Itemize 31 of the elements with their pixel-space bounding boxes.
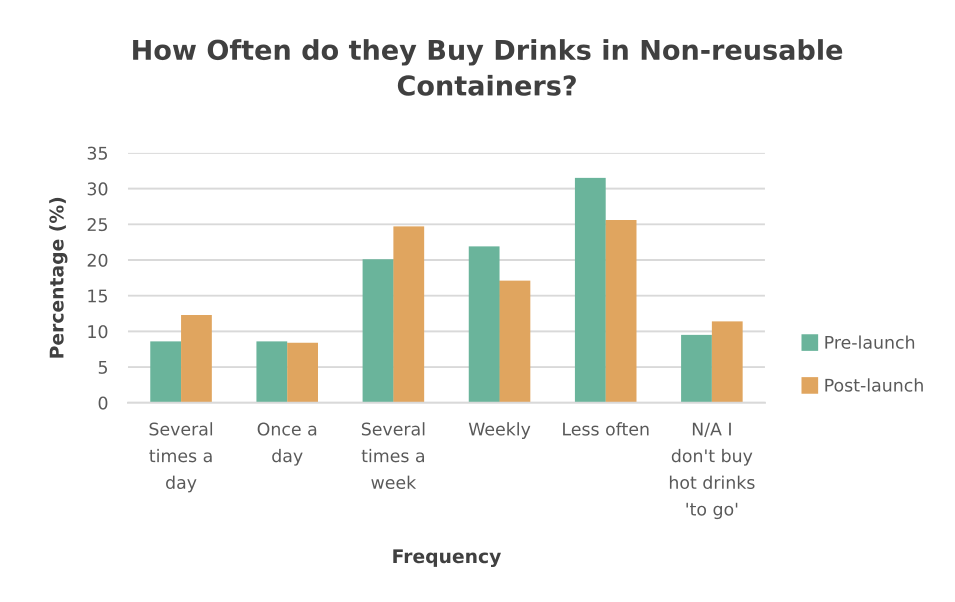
y-axis-title: Percentage (%) (49, 198, 68, 358)
bar (468, 246, 500, 403)
x-tick-label: N/A I don't buy hot drinks 'to go' (670, 422, 755, 520)
bar (362, 259, 394, 403)
x-axis-title: Frequency (393, 549, 501, 568)
y-tick-label: 15 (88, 290, 108, 303)
x-tick-label: Once a day (258, 422, 316, 466)
y-tick-label: 10 (88, 325, 108, 338)
legend-label: Post-launch (825, 378, 923, 392)
y-tick-label: 5 (98, 360, 108, 374)
bar (256, 341, 288, 403)
bar (681, 334, 712, 403)
x-tick-label: Several times a week (362, 422, 424, 490)
x-tick-label: Several times a day (149, 422, 212, 492)
y-tick-label: 35 (88, 146, 108, 160)
bar (181, 314, 212, 403)
y-tick-label: 30 (88, 182, 108, 196)
bar (574, 178, 606, 403)
bar (393, 226, 424, 403)
bar (500, 280, 530, 403)
y-tick-label: 0 (98, 396, 108, 410)
x-tick-label: Less often (563, 422, 649, 436)
legend-label: Pre-launch (825, 335, 914, 349)
bar (606, 220, 636, 403)
x-tick-label: Weekly (468, 422, 530, 439)
bar (712, 321, 743, 403)
bar (287, 342, 318, 403)
chart-title: How Often do they Buy Drinks in Non-reusable Containers? (133, 39, 842, 96)
y-tick-label: 20 (88, 254, 108, 267)
bar (150, 341, 182, 403)
y-tick-label: 25 (88, 218, 108, 232)
